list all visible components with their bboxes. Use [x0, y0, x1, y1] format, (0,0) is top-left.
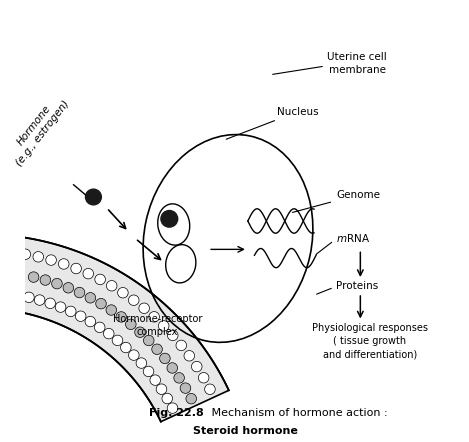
Polygon shape: [0, 235, 229, 422]
Circle shape: [104, 328, 114, 339]
Circle shape: [159, 320, 169, 331]
Circle shape: [198, 373, 209, 383]
Circle shape: [150, 375, 160, 385]
Text: $m$RNA: $m$RNA: [336, 232, 370, 244]
Circle shape: [66, 306, 76, 316]
Text: Mechanism of hormone action :: Mechanism of hormone action :: [208, 408, 388, 418]
Circle shape: [45, 298, 55, 309]
Circle shape: [46, 255, 56, 265]
Circle shape: [136, 358, 147, 368]
Circle shape: [152, 344, 162, 354]
Circle shape: [40, 275, 51, 285]
Text: Fig. 22.8: Fig. 22.8: [149, 408, 204, 418]
Circle shape: [144, 335, 154, 346]
Circle shape: [167, 363, 178, 373]
Circle shape: [191, 362, 202, 372]
Circle shape: [83, 268, 93, 279]
Text: Proteins: Proteins: [336, 282, 378, 291]
Circle shape: [28, 272, 39, 282]
Circle shape: [174, 373, 184, 383]
Circle shape: [94, 322, 105, 332]
Circle shape: [204, 384, 215, 395]
Circle shape: [34, 295, 45, 305]
Circle shape: [176, 340, 187, 351]
Circle shape: [85, 293, 96, 303]
Circle shape: [156, 384, 167, 394]
Circle shape: [20, 249, 30, 259]
Circle shape: [121, 342, 131, 353]
Text: Nucleus: Nucleus: [226, 107, 318, 139]
Circle shape: [135, 327, 145, 337]
Circle shape: [63, 282, 74, 293]
Circle shape: [85, 189, 101, 205]
Circle shape: [126, 319, 136, 330]
Circle shape: [186, 393, 197, 404]
Circle shape: [23, 292, 34, 303]
Circle shape: [159, 353, 170, 364]
Circle shape: [143, 366, 154, 377]
Circle shape: [55, 302, 66, 312]
Circle shape: [116, 312, 127, 322]
Circle shape: [161, 210, 178, 227]
Text: Uterine cell
membrane: Uterine cell membrane: [327, 52, 387, 76]
Circle shape: [112, 335, 123, 346]
Circle shape: [71, 263, 82, 274]
Circle shape: [139, 303, 150, 313]
Circle shape: [180, 383, 191, 393]
Circle shape: [162, 393, 173, 404]
Circle shape: [76, 311, 86, 321]
Circle shape: [74, 287, 85, 298]
Circle shape: [106, 281, 117, 291]
Circle shape: [52, 278, 62, 289]
Circle shape: [167, 330, 178, 341]
Circle shape: [129, 350, 139, 360]
Text: Hormone
(e.g., estrogen): Hormone (e.g., estrogen): [5, 91, 71, 168]
Circle shape: [59, 259, 69, 269]
Circle shape: [167, 403, 178, 413]
Circle shape: [184, 351, 195, 361]
Circle shape: [118, 287, 128, 298]
Circle shape: [33, 251, 44, 262]
Circle shape: [106, 305, 117, 315]
Circle shape: [85, 316, 96, 327]
Circle shape: [96, 298, 106, 309]
Circle shape: [149, 312, 159, 322]
Circle shape: [129, 295, 139, 305]
Text: Physiological responses
( tissue growth
and differentiation): Physiological responses ( tissue growth …: [312, 323, 428, 359]
Text: Steroid hormone: Steroid hormone: [193, 427, 298, 436]
Circle shape: [95, 274, 106, 285]
Text: Hormone-receptor
complex: Hormone-receptor complex: [113, 314, 202, 337]
Text: Genome: Genome: [293, 190, 380, 213]
